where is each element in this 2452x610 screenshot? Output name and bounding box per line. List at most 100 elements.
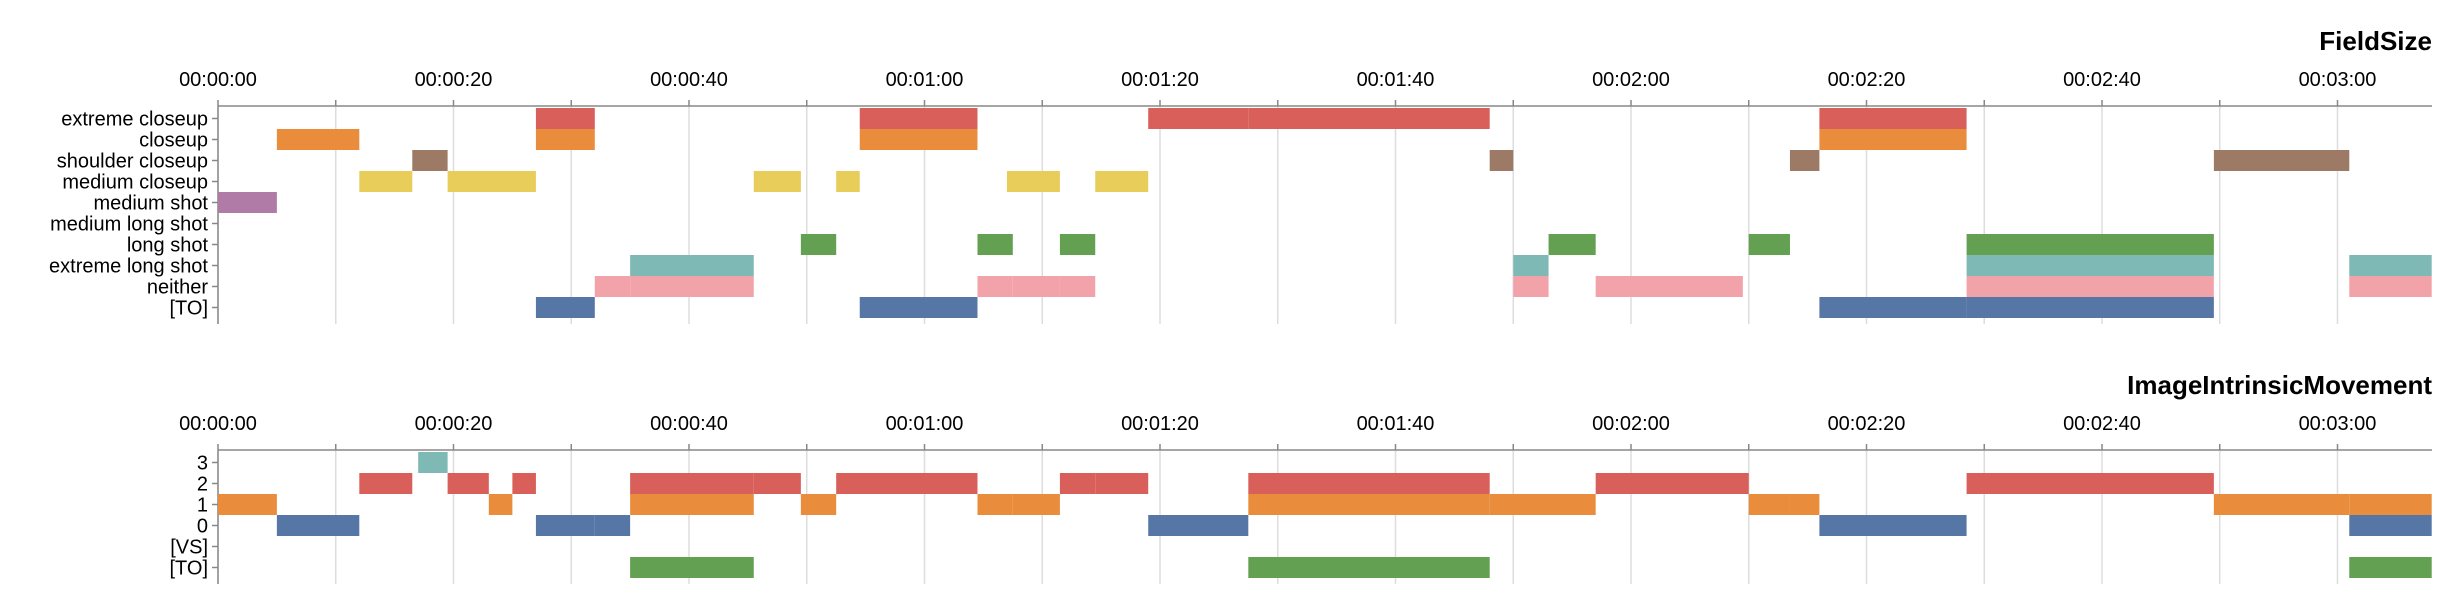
x-tick-label: 00:02:20 (1828, 413, 1906, 435)
segment-1 (977, 494, 1013, 515)
segment-extreme-long-shot (2349, 255, 2432, 276)
segment-long-shot (1966, 234, 2214, 255)
segment-neither (977, 276, 1013, 297)
x-tick-label: 00:00:40 (650, 413, 728, 435)
segment-extreme-closeup (1148, 108, 1249, 129)
fieldsize-panel: FieldSize 00:00:00 00:00:20 00:00:40 00:01:… (49, 26, 2432, 324)
segment-neither (630, 276, 754, 297)
segment-1 (2213, 494, 2350, 515)
segment-extreme-long-shot (1513, 255, 1549, 276)
x-tick-label: 00:01:40 (1357, 69, 1435, 91)
segment-to (1248, 557, 1490, 578)
segment-0 (594, 515, 631, 536)
segment-long-shot (977, 234, 1013, 255)
y-category-label: closeup (139, 130, 208, 152)
segment-to (859, 297, 978, 318)
x-tick-label: 00:01:00 (886, 413, 964, 435)
segment-2 (359, 473, 413, 494)
x-tick-label: 00:01:20 (1121, 413, 1199, 435)
segment-0 (535, 515, 595, 536)
y-category-label: neither (147, 277, 208, 299)
segment-neither (1595, 276, 1743, 297)
segment-long-shot (1059, 234, 1096, 255)
fieldsize-title: FieldSize (2319, 26, 2432, 56)
segment-neither (1966, 276, 2214, 297)
segment-0 (1819, 515, 1967, 536)
segment-1 (218, 494, 277, 515)
segment-2 (447, 473, 489, 494)
segment-closeup (1819, 129, 1967, 150)
segment-long-shot (1548, 234, 1596, 255)
x-tick-label: 00:01:00 (886, 69, 964, 91)
y-category-label: extreme closeup (61, 109, 208, 131)
x-tick-label: 00:00:20 (415, 69, 493, 91)
segment-extreme-closeup (859, 108, 978, 129)
segment-to (630, 557, 754, 578)
segment-0 (276, 515, 360, 536)
segment-shoulder-closeup (1489, 150, 1514, 171)
segment-2 (1248, 473, 1490, 494)
y-category-label: medium long shot (50, 214, 208, 236)
segment-2 (630, 473, 754, 494)
y-category-label: long shot (127, 235, 209, 257)
y-category-label: [VS] (170, 537, 208, 559)
segment-2 (1059, 473, 1096, 494)
segment-closeup (535, 129, 595, 150)
x-tick-label: 00:02:40 (2063, 69, 2141, 91)
x-tick-label: 00:02:40 (2063, 413, 2141, 435)
y-category-label: extreme long shot (49, 256, 208, 278)
segment-2 (753, 473, 801, 494)
segment-medium-closeup (447, 171, 536, 192)
y-category-label: 0 (197, 516, 208, 538)
segment-shoulder-closeup (2213, 150, 2350, 171)
y-category-label: 3 (197, 453, 208, 475)
segment-long-shot (1748, 234, 1790, 255)
y-category-label: medium shot (94, 193, 209, 215)
segment-3 (418, 452, 448, 473)
segment-to (535, 297, 595, 318)
y-category-label: shoulder closeup (57, 151, 208, 173)
segment-medium-closeup (359, 171, 413, 192)
segment-neither (594, 276, 631, 297)
segment-2 (512, 473, 536, 494)
x-tick-label: 00:00:00 (179, 69, 257, 91)
segment-1 (1748, 494, 1790, 515)
image-intrinsic-movement-title: ImageIntrinsicMovement (2127, 370, 2432, 400)
segment-neither (1012, 276, 1060, 297)
x-tick-label: 00:00:00 (179, 413, 257, 435)
segment-long-shot (800, 234, 837, 255)
segment-medium-shot (218, 192, 277, 213)
segment-shoulder-closeup (1789, 150, 1820, 171)
segment-medium-closeup (1006, 171, 1060, 192)
x-tick-label: 00:02:00 (1592, 413, 1670, 435)
segment-neither (1513, 276, 1549, 297)
segment-closeup (276, 129, 360, 150)
y-category-label: medium closeup (62, 172, 208, 194)
segment-0 (2349, 515, 2432, 536)
y-category-label: 1 (197, 495, 208, 517)
segment-extreme-closeup (1248, 108, 1490, 129)
segment-2 (1966, 473, 2214, 494)
segment-to (1966, 297, 2214, 318)
segment-2 (1095, 473, 1149, 494)
segment-closeup (859, 129, 978, 150)
segment-to (2349, 557, 2432, 578)
segment-to (1819, 297, 1967, 318)
segment-neither (1059, 276, 1096, 297)
segment-0 (1148, 515, 1249, 536)
segment-1 (488, 494, 513, 515)
segment-2 (1595, 473, 1749, 494)
segment-extreme-closeup (535, 108, 595, 129)
segment-medium-closeup (1095, 171, 1149, 192)
segment-medium-closeup (753, 171, 801, 192)
segment-extreme-long-shot (630, 255, 754, 276)
segment-neither (2349, 276, 2432, 297)
y-category-label: 2 (197, 474, 208, 496)
segment-1 (1789, 494, 1820, 515)
segment-medium-closeup (836, 171, 860, 192)
x-tick-label: 00:03:00 (2299, 69, 2377, 91)
y-category-label: [TO] (169, 298, 208, 320)
x-tick-label: 00:01:20 (1121, 69, 1199, 91)
segment-1 (630, 494, 754, 515)
